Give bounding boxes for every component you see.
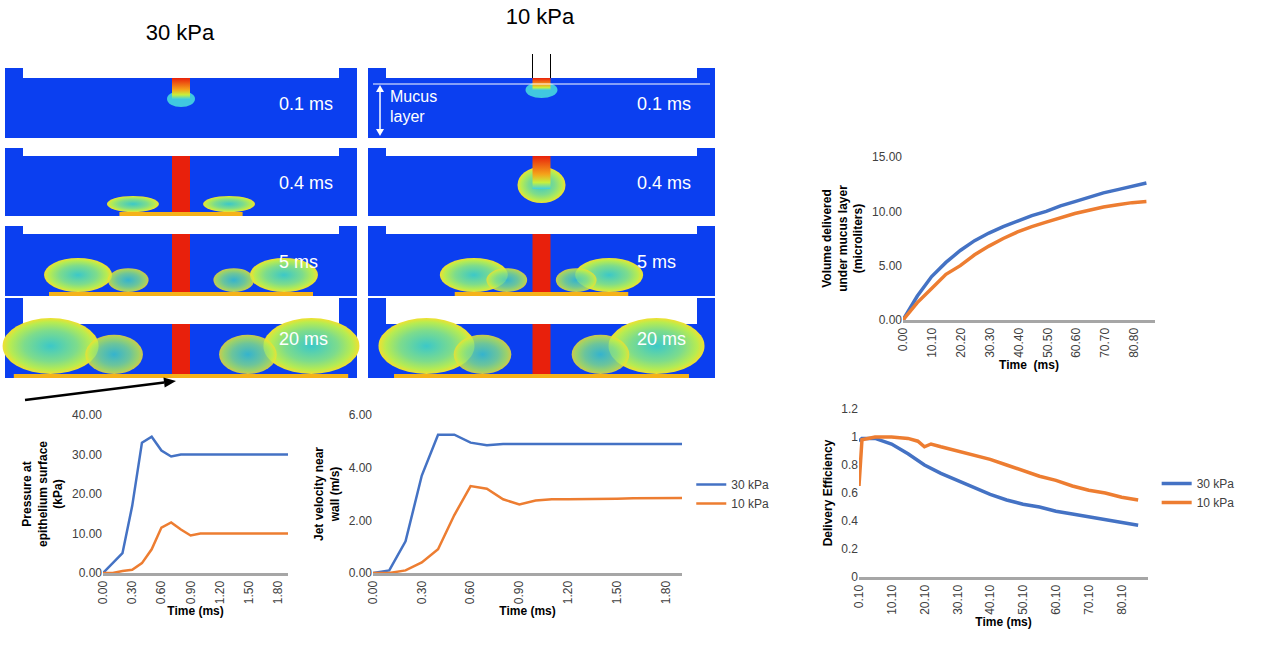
svg-text:0.00: 0.00 <box>96 580 110 604</box>
svg-text:10 kPa: 10 kPa <box>731 497 769 511</box>
svg-text:40.10: 40.10 <box>983 584 997 614</box>
svg-text:30 kPa: 30 kPa <box>1197 477 1235 491</box>
svg-text:0.1 ms: 0.1 ms <box>637 94 691 114</box>
svg-text:50.10: 50.10 <box>1016 584 1030 614</box>
svg-text:40.00: 40.00 <box>72 408 102 422</box>
svg-text:0.4 ms: 0.4 ms <box>637 173 691 193</box>
svg-text:50.50: 50.50 <box>1041 327 1055 357</box>
svg-text:0.6: 0.6 <box>841 486 858 500</box>
svg-text:0.2: 0.2 <box>841 542 858 556</box>
svg-text:0.4: 0.4 <box>841 514 858 528</box>
svg-text:1.2: 1.2 <box>841 402 858 416</box>
svg-text:6.00: 6.00 <box>349 408 373 422</box>
svg-text:1.20: 1.20 <box>213 580 227 604</box>
svg-text:Jet velocity nearwall (m/s): Jet velocity nearwall (m/s) <box>312 447 342 541</box>
svg-text:Time (ms): Time (ms) <box>499 604 555 618</box>
svg-text:20.20: 20.20 <box>954 327 968 357</box>
svg-text:20.10: 20.10 <box>918 584 932 614</box>
svg-text:15.00: 15.00 <box>872 150 902 164</box>
svg-text:1.80: 1.80 <box>271 580 285 604</box>
svg-text:1.50: 1.50 <box>610 580 624 604</box>
svg-text:0.10: 0.10 <box>852 584 866 608</box>
svg-text:5 ms: 5 ms <box>637 252 676 272</box>
svg-text:0.00: 0.00 <box>349 566 373 580</box>
svg-text:0.00: 0.00 <box>79 566 103 580</box>
svg-text:30 kPa: 30 kPa <box>731 478 769 492</box>
svg-text:60.10: 60.10 <box>1049 584 1063 614</box>
svg-text:30 kPa: 30 kPa <box>146 20 215 45</box>
svg-text:Time (ms): Time (ms) <box>975 615 1031 629</box>
svg-text:4.00: 4.00 <box>349 461 373 475</box>
svg-text:10 kPa: 10 kPa <box>1197 496 1235 510</box>
svg-text:0.30: 0.30 <box>415 580 429 604</box>
svg-text:Pressure atepithelium surface(: Pressure atepithelium surface(kPa) <box>20 441 65 547</box>
svg-text:1.50: 1.50 <box>242 580 256 604</box>
svg-text:5 ms: 5 ms <box>279 252 318 272</box>
svg-text:0.00: 0.00 <box>366 580 380 604</box>
svg-text:0.90: 0.90 <box>512 580 526 604</box>
svg-text:1.80: 1.80 <box>659 580 673 604</box>
svg-text:0.60: 0.60 <box>463 580 477 604</box>
svg-text:0.1 ms: 0.1 ms <box>279 94 333 114</box>
svg-text:30.10: 30.10 <box>951 584 965 614</box>
svg-text:0.00: 0.00 <box>896 327 910 351</box>
svg-text:0.60: 0.60 <box>154 580 168 604</box>
svg-text:60.60: 60.60 <box>1069 327 1083 357</box>
svg-text:0.8: 0.8 <box>841 458 858 472</box>
svg-text:30.00: 30.00 <box>72 448 102 462</box>
svg-text:Mucus: Mucus <box>390 88 437 105</box>
svg-text:5.00: 5.00 <box>879 259 903 273</box>
svg-text:0.4 ms: 0.4 ms <box>279 173 333 193</box>
svg-text:10.10: 10.10 <box>885 584 899 614</box>
svg-text:20.00: 20.00 <box>72 487 102 501</box>
svg-text:80.10: 80.10 <box>1115 584 1129 614</box>
svg-text:20 ms: 20 ms <box>637 329 686 349</box>
svg-text:70.10: 70.10 <box>1082 584 1096 614</box>
svg-text:80.80: 80.80 <box>1127 327 1141 357</box>
svg-text:Time (ms): Time (ms) <box>167 604 223 618</box>
svg-text:10.10: 10.10 <box>925 327 939 357</box>
svg-text:0.30: 0.30 <box>125 580 139 604</box>
svg-text:70.70: 70.70 <box>1098 327 1112 357</box>
svg-text:40.40: 40.40 <box>1012 327 1026 357</box>
svg-text:30.30: 30.30 <box>983 327 997 357</box>
svg-text:Volume deliveredunder mucus la: Volume deliveredunder mucus layer(microl… <box>820 185 865 292</box>
svg-text:1: 1 <box>851 430 858 444</box>
svg-text:10.00: 10.00 <box>72 527 102 541</box>
svg-text:0.90: 0.90 <box>184 580 198 604</box>
svg-text:1.20: 1.20 <box>561 580 575 604</box>
svg-text:0: 0 <box>851 570 858 584</box>
svg-text:2.00: 2.00 <box>349 514 373 528</box>
svg-text:10.00: 10.00 <box>872 205 902 219</box>
svg-text:Time (ms): Time (ms) <box>999 358 1059 372</box>
svg-text:0.00: 0.00 <box>879 313 903 327</box>
svg-text:20 ms: 20 ms <box>279 329 328 349</box>
svg-text:10 kPa: 10 kPa <box>506 4 575 29</box>
svg-text:layer: layer <box>390 108 425 125</box>
svg-text:Delivery Efficiency: Delivery Efficiency <box>821 439 835 546</box>
